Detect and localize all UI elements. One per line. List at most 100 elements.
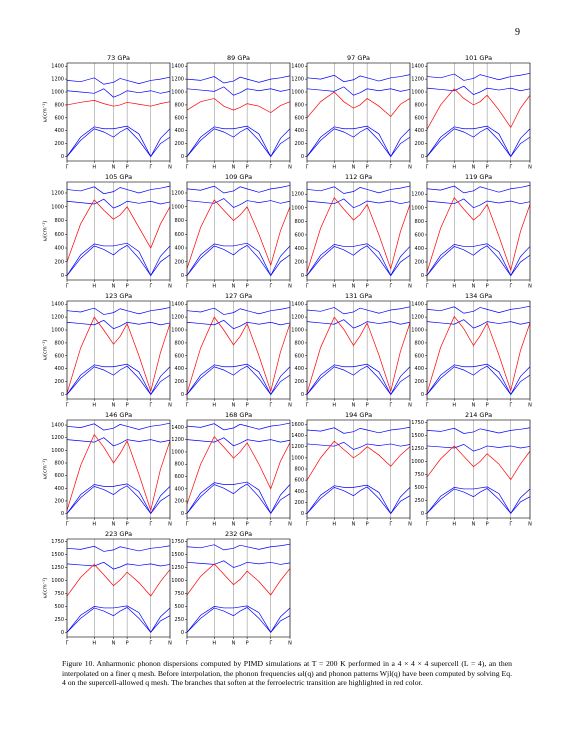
y-tick-label: 1600 xyxy=(291,422,304,428)
y-axis-label: ω(cm⁻¹) xyxy=(43,102,49,122)
x-tick-label: Γ xyxy=(66,403,69,409)
y-tick-label: 200 xyxy=(294,260,304,266)
plot-frame xyxy=(306,300,411,400)
chart-title: 168 GPa xyxy=(225,411,252,419)
x-tick-label: P xyxy=(126,403,129,409)
y-tick-label: 750 xyxy=(414,472,424,478)
plot-frame xyxy=(66,419,171,519)
dispersion-line xyxy=(186,316,291,394)
y-tick-label: 0 xyxy=(61,630,64,636)
x-tick-label: Γ xyxy=(509,522,512,528)
dispersion-line xyxy=(186,198,291,208)
y-tick-label: 1400 xyxy=(291,433,304,439)
x-tick-label: N xyxy=(352,284,356,290)
y-tick-label: 200 xyxy=(54,141,64,147)
dispersion-line xyxy=(66,605,171,634)
plot-frame xyxy=(186,300,291,400)
y-tick-label: 0 xyxy=(301,392,304,398)
x-tick-label: N xyxy=(472,403,476,409)
dispersion-line xyxy=(426,85,531,95)
y-tick-label: 800 xyxy=(54,340,64,346)
x-tick-label: Γ xyxy=(426,165,429,171)
y-tick-label: 800 xyxy=(54,460,64,466)
y-tick-label: 1400 xyxy=(291,302,304,308)
y-tick-label: 0 xyxy=(61,392,64,398)
y-tick-label: 200 xyxy=(174,499,184,505)
dispersion-line xyxy=(306,316,411,394)
y-tick-label: 1000 xyxy=(291,328,304,334)
plot-frame xyxy=(186,419,291,519)
y-tick-label: 1000 xyxy=(171,328,184,334)
y-tick-label: 0 xyxy=(61,511,64,517)
y-tick-label: 0 xyxy=(181,630,184,636)
y-tick-label: 400 xyxy=(294,489,304,495)
chart-title: 112 GPa xyxy=(345,173,372,181)
dispersion-line xyxy=(66,198,171,209)
dispersion-line xyxy=(426,427,531,434)
chart-title: 101 GPa xyxy=(465,54,492,62)
x-tick-label: Γ xyxy=(186,284,189,290)
y-tick-label: 1200 xyxy=(51,315,64,321)
x-tick-label: H xyxy=(92,522,96,528)
y-tick-label: 400 xyxy=(174,366,184,372)
y-tick-label: 0 xyxy=(301,154,304,160)
y-tick-label: 600 xyxy=(414,353,424,359)
x-tick-label: Γ xyxy=(149,641,152,647)
x-tick-label: P xyxy=(246,522,249,528)
y-tick-label: 1000 xyxy=(291,205,304,211)
x-tick-label: N xyxy=(408,165,412,171)
x-tick-label: H xyxy=(212,403,216,409)
y-tick-label: 400 xyxy=(174,128,184,134)
x-tick-label: Γ xyxy=(389,284,392,290)
y-tick-label: 1200 xyxy=(171,315,184,321)
dispersion-line xyxy=(66,563,171,597)
chart-title: 232 GPa xyxy=(225,530,252,538)
y-tick-label: 500 xyxy=(174,604,184,610)
dispersion-line xyxy=(306,440,411,481)
x-tick-label: P xyxy=(366,284,369,290)
dispersion-line xyxy=(66,242,171,277)
x-tick-label: P xyxy=(246,165,249,171)
plot-frame xyxy=(186,181,291,281)
dispersion-line xyxy=(306,363,411,396)
y-tick-label: 1400 xyxy=(51,64,64,70)
dispersion-line xyxy=(306,198,411,209)
y-tick-label: 600 xyxy=(414,115,424,121)
dispersion-line xyxy=(306,441,411,450)
x-tick-label: N xyxy=(112,522,116,528)
x-tick-label: Γ xyxy=(66,284,69,290)
dispersion-line xyxy=(426,486,531,515)
y-tick-label: 600 xyxy=(294,353,304,359)
dispersion-line xyxy=(66,545,171,552)
y-tick-label: 800 xyxy=(294,340,304,346)
dispersion-line xyxy=(66,125,171,158)
y-tick-label: 250 xyxy=(54,617,64,623)
x-tick-label: N xyxy=(288,165,292,171)
y-tick-label: 1400 xyxy=(51,423,64,429)
dispersion-line xyxy=(426,125,531,158)
y-tick-label: 1200 xyxy=(171,437,184,443)
x-tick-label: N xyxy=(232,165,236,171)
y-tick-label: 200 xyxy=(414,260,424,266)
x-tick-label: Γ xyxy=(306,165,309,171)
dispersion-line xyxy=(306,245,411,277)
dispersion-line xyxy=(66,607,171,633)
x-tick-label: N xyxy=(528,284,532,290)
x-tick-label: P xyxy=(246,641,249,647)
x-tick-label: H xyxy=(92,165,96,171)
dispersion-line xyxy=(186,98,291,114)
caption-text: Anharmonic phonon dispersions computed b… xyxy=(62,659,513,688)
y-tick-label: 0 xyxy=(181,154,184,160)
dispersion-line xyxy=(186,242,291,277)
dispersion-line xyxy=(426,127,531,158)
y-tick-label: 0 xyxy=(181,392,184,398)
y-tick-label: 200 xyxy=(294,379,304,385)
dispersion-line xyxy=(426,88,531,130)
dispersion-line xyxy=(426,488,531,514)
x-tick-label: N xyxy=(112,641,116,647)
x-tick-label: H xyxy=(332,522,336,528)
dispersion-line xyxy=(66,483,171,515)
dispersion-line xyxy=(66,316,171,394)
dispersion-line xyxy=(186,422,291,431)
